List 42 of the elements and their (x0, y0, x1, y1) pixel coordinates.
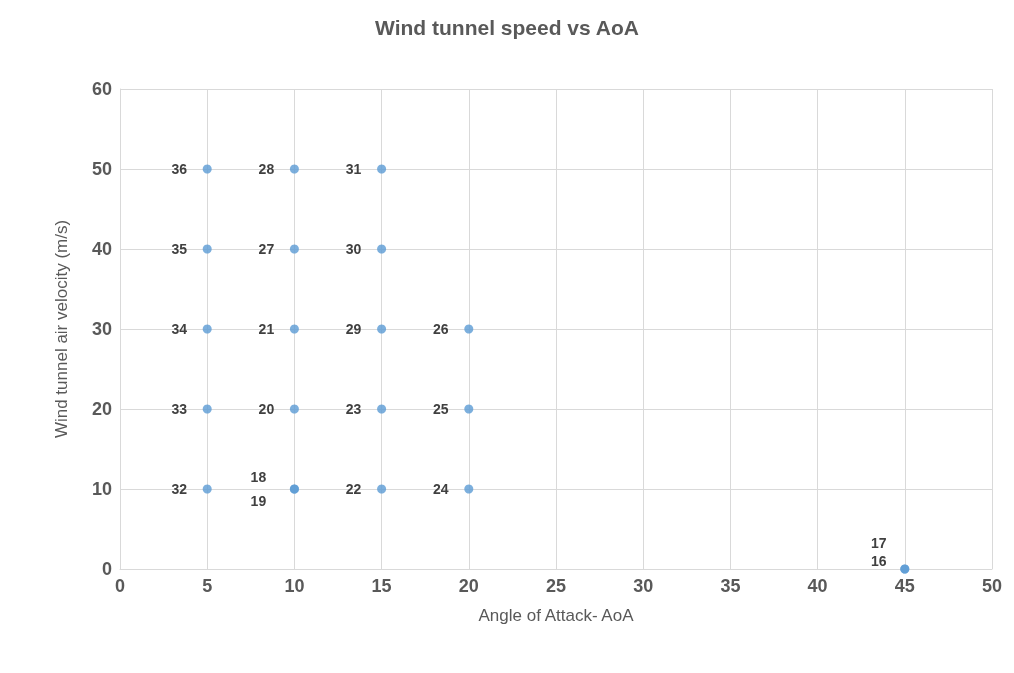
x-tick-label: 0 (114, 576, 126, 596)
annotation: 27 (258, 241, 275, 257)
x-tick-label: 40 (807, 576, 828, 596)
annotation: 31 (345, 161, 362, 177)
y-tick-label: 60 (91, 79, 112, 99)
y-tick-label: 20 (91, 399, 112, 419)
x-tick-label: 5 (202, 576, 213, 596)
y-tick-label: 30 (91, 319, 112, 339)
annotation: 24 (433, 481, 449, 497)
y-tick-label: 0 (101, 559, 112, 579)
y-tick-label: 50 (91, 159, 112, 179)
x-tick-label: 10 (284, 576, 305, 596)
x-tick-label: 15 (371, 576, 392, 596)
chart-title: Wind tunnel speed vs AoA (375, 16, 639, 39)
annotation: 25 (433, 401, 449, 417)
annotation: 23 (345, 401, 362, 417)
annotation: 30 (345, 241, 362, 257)
annotation: 28 (258, 161, 275, 177)
annotation: 29 (345, 321, 362, 337)
annotation: 33 (171, 401, 188, 417)
annotation: 36 (171, 161, 188, 177)
x-tick-label: 35 (720, 576, 741, 596)
x-tick-label: 50 (981, 576, 1003, 596)
annotation: 22 (345, 481, 362, 497)
annotation: 19 (250, 493, 267, 509)
annotation: 21 (258, 321, 275, 337)
x-tick-label: 45 (894, 576, 915, 596)
annotation: 18 (250, 469, 267, 485)
annotation: 35 (171, 241, 188, 257)
x-axis-title: Angle of Attack- AoA (478, 606, 635, 625)
annotation: 26 (433, 321, 449, 337)
annotation: 20 (258, 401, 275, 417)
x-tick-label: 30 (633, 576, 654, 596)
annotation: 17 (871, 535, 887, 551)
x-tick-label: 25 (545, 576, 567, 596)
annotation: 16 (871, 553, 887, 569)
y-tick-label: 40 (91, 239, 112, 259)
y-tick-label: 10 (91, 479, 112, 499)
x-tick-label: 20 (458, 576, 479, 596)
annotation: 32 (171, 481, 188, 497)
annotation: 34 (171, 321, 188, 337)
y-axis-title: Wind tunnel air velocity (m/s) (52, 219, 71, 439)
